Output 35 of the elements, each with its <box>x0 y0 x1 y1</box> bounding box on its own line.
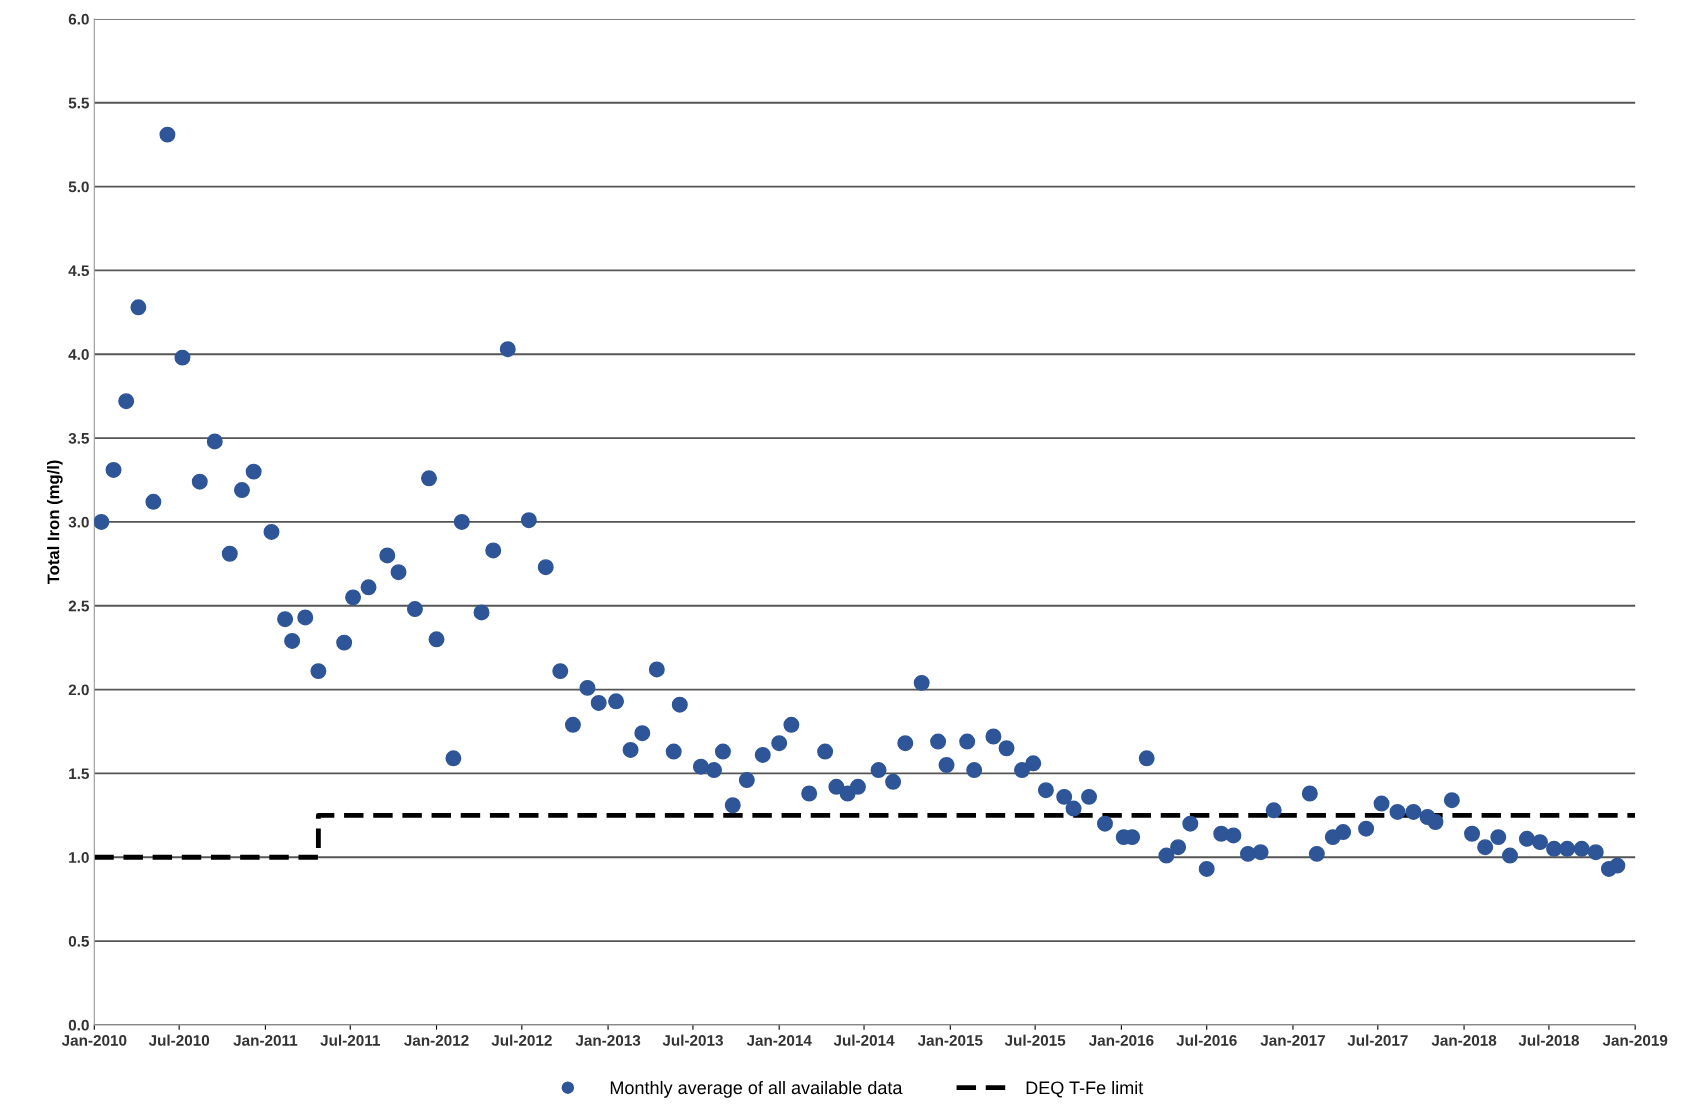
y-tick-label: 1.0 <box>69 852 89 863</box>
x-tick-label: Jan-2019 <box>1602 1035 1668 1046</box>
y-tick-label: 4.0 <box>68 349 89 360</box>
y-tick-label: 3.0 <box>68 516 89 528</box>
x-tick-label: Jul-2017 <box>1347 1034 1408 1046</box>
x-tick-label: Jan-2015 <box>917 1035 983 1046</box>
x-tick-label: Jul-2018 <box>1518 1034 1580 1046</box>
y-tick-label: 5.0 <box>68 181 89 193</box>
y-axis-title: Total Iron (mg/l) <box>47 460 63 585</box>
legend-label: DEQ T-Fe limit <box>1026 1080 1144 1098</box>
x-tick-label: Jul-2012 <box>491 1034 552 1046</box>
x-tick-label: Jan-2010 <box>61 1035 127 1046</box>
x-tick-label: Jan-2018 <box>1431 1035 1497 1046</box>
legend-label: Monthly average of all available data <box>610 1080 903 1098</box>
y-tick-label: 1.5 <box>69 768 90 780</box>
x-tick-label: Jan-2016 <box>1088 1035 1154 1046</box>
y-tick-label: 3.5 <box>68 432 90 444</box>
y-tick-label: 6.0 <box>68 13 89 25</box>
y-tick-label: 2.5 <box>68 600 90 612</box>
x-tick-label: Jul-2014 <box>833 1034 895 1046</box>
x-tick-label: Jul-2013 <box>662 1034 723 1046</box>
y-tick-label: 5.5 <box>68 97 90 109</box>
x-tick-label: Jul-2015 <box>1004 1034 1066 1046</box>
y-tick-label: 0.5 <box>68 935 90 947</box>
x-tick-label: Jan-2014 <box>746 1035 812 1046</box>
x-tick-label: Jan-2017 <box>1260 1035 1325 1046</box>
x-tick-label: Jan-2012 <box>404 1035 469 1046</box>
x-tick-label: Jul-2010 <box>148 1034 210 1046</box>
y-tick-label: 2.0 <box>68 684 89 696</box>
y-tick-label: 4.5 <box>68 265 90 277</box>
x-tick-label: Jan-2011 <box>233 1035 298 1046</box>
x-tick-label: Jul-2016 <box>1176 1034 1237 1046</box>
x-tick-label: Jan-2013 <box>575 1035 641 1046</box>
y-tick-label: 0.0 <box>68 1019 89 1031</box>
x-tick-label: Jul-2011 <box>320 1034 380 1046</box>
